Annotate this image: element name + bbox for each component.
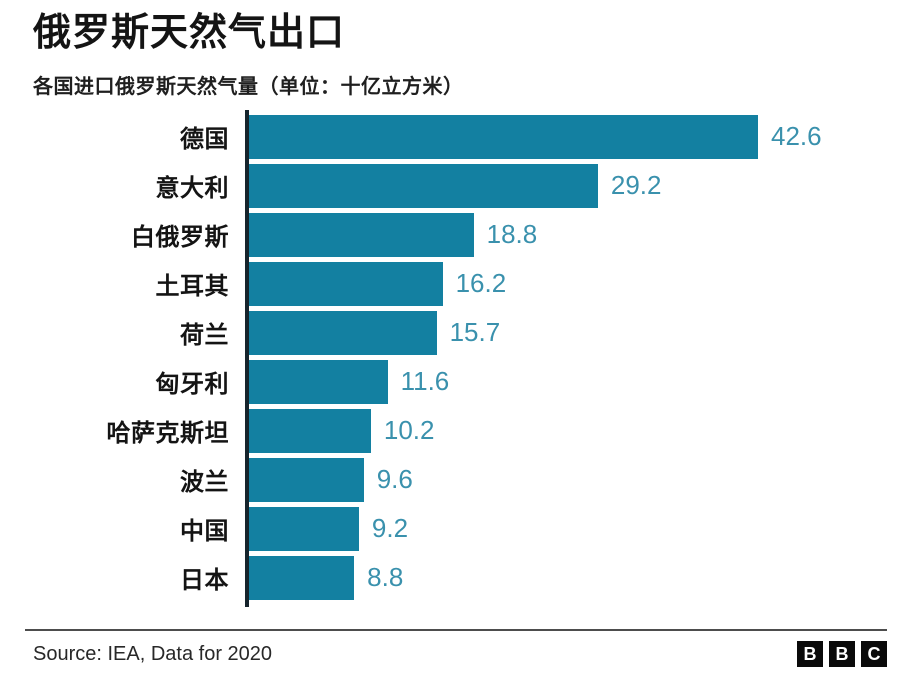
category-label: 哈萨克斯坦 [106, 420, 229, 447]
bar-rows: 德国 42.6 意大利 29.2 白俄罗斯 18.8 土耳其 16.2 荷兰 15.7 匈牙利 11.… [0, 112, 907, 602]
bbc-logo-block-c: C [861, 641, 887, 667]
category-label: 匈牙利 [155, 371, 229, 398]
bar-value-label: 18.8 [486, 219, 538, 249]
bar-area: 29.2 [245, 161, 907, 210]
bar-area: 9.2 [245, 504, 907, 553]
bar-area: 9.6 [245, 455, 907, 504]
bar-value-label: 11.6 [400, 366, 450, 396]
bar-row: 哈萨克斯坦 10.2 [0, 406, 907, 455]
bbc-logo: B B C [797, 641, 887, 667]
bar-value-label: 29.2 [610, 170, 662, 200]
category-label: 日本 [180, 567, 229, 594]
bar-row: 荷兰 15.7 [0, 308, 907, 357]
bar-chart: 德国 42.6 意大利 29.2 白俄罗斯 18.8 土耳其 16.2 荷兰 15.7 匈牙利 11.… [0, 110, 907, 607]
bar [249, 457, 364, 502]
chart-footer: Source: IEA, Data for 2020 B B C [25, 629, 887, 677]
bar-row: 匈牙利 11.6 [0, 357, 907, 406]
bar-row: 日本 8.8 [0, 553, 907, 602]
bar-area: 11.6 [245, 357, 907, 406]
bar [249, 359, 388, 404]
bbc-logo-block-b1: B [797, 641, 823, 667]
bar-area: 18.8 [245, 210, 907, 259]
category-label: 意大利 [155, 175, 229, 202]
bar-area: 16.2 [245, 259, 907, 308]
bar [249, 212, 474, 257]
bar-row: 土耳其 16.2 [0, 259, 907, 308]
chart-title: 俄罗斯天然气出口 [33, 12, 346, 54]
bar-area: 10.2 [245, 406, 907, 455]
bar-area: 8.8 [245, 553, 907, 602]
chart-subtitle: 各国进口俄罗斯天然气量（单位：十亿立方米） [33, 75, 464, 98]
bar-row: 波兰 9.6 [0, 455, 907, 504]
bar-row: 白俄罗斯 18.8 [0, 210, 907, 259]
bar-area: 15.7 [245, 308, 907, 357]
category-label: 荷兰 [180, 322, 229, 349]
y-axis-line [245, 110, 249, 607]
bbc-logo-block-b2: B [829, 641, 855, 667]
bar-value-label: 8.8 [367, 562, 404, 592]
bar [249, 555, 355, 600]
bar-row: 德国 42.6 [0, 112, 907, 161]
category-label: 土耳其 [155, 273, 229, 300]
category-label: 波兰 [180, 469, 229, 496]
chart-header: 俄罗斯天然气出口 各国进口俄罗斯天然气量（单位：十亿立方米） [0, 0, 907, 99]
bar [249, 506, 359, 551]
bar [249, 310, 437, 355]
bar-value-label: 10.2 [383, 415, 435, 445]
bar-value-label: 9.6 [376, 464, 413, 494]
category-label: 德国 [180, 126, 229, 153]
bar-value-label: 9.2 [371, 513, 409, 543]
bar [249, 261, 443, 306]
category-label: 中国 [180, 518, 229, 545]
bar [249, 114, 758, 159]
bar-row: 意大利 29.2 [0, 161, 907, 210]
bar [249, 163, 598, 208]
bar-value-label: 42.6 [771, 121, 822, 151]
bar-area: 42.6 [245, 112, 907, 161]
bar-row: 中国 9.2 [0, 504, 907, 553]
category-label: 白俄罗斯 [131, 224, 229, 251]
source-text: Source: IEA, Data for 2020 [33, 642, 273, 665]
bar [249, 408, 371, 453]
bar-value-label: 15.7 [449, 317, 501, 347]
bar-value-label: 16.2 [455, 268, 507, 298]
